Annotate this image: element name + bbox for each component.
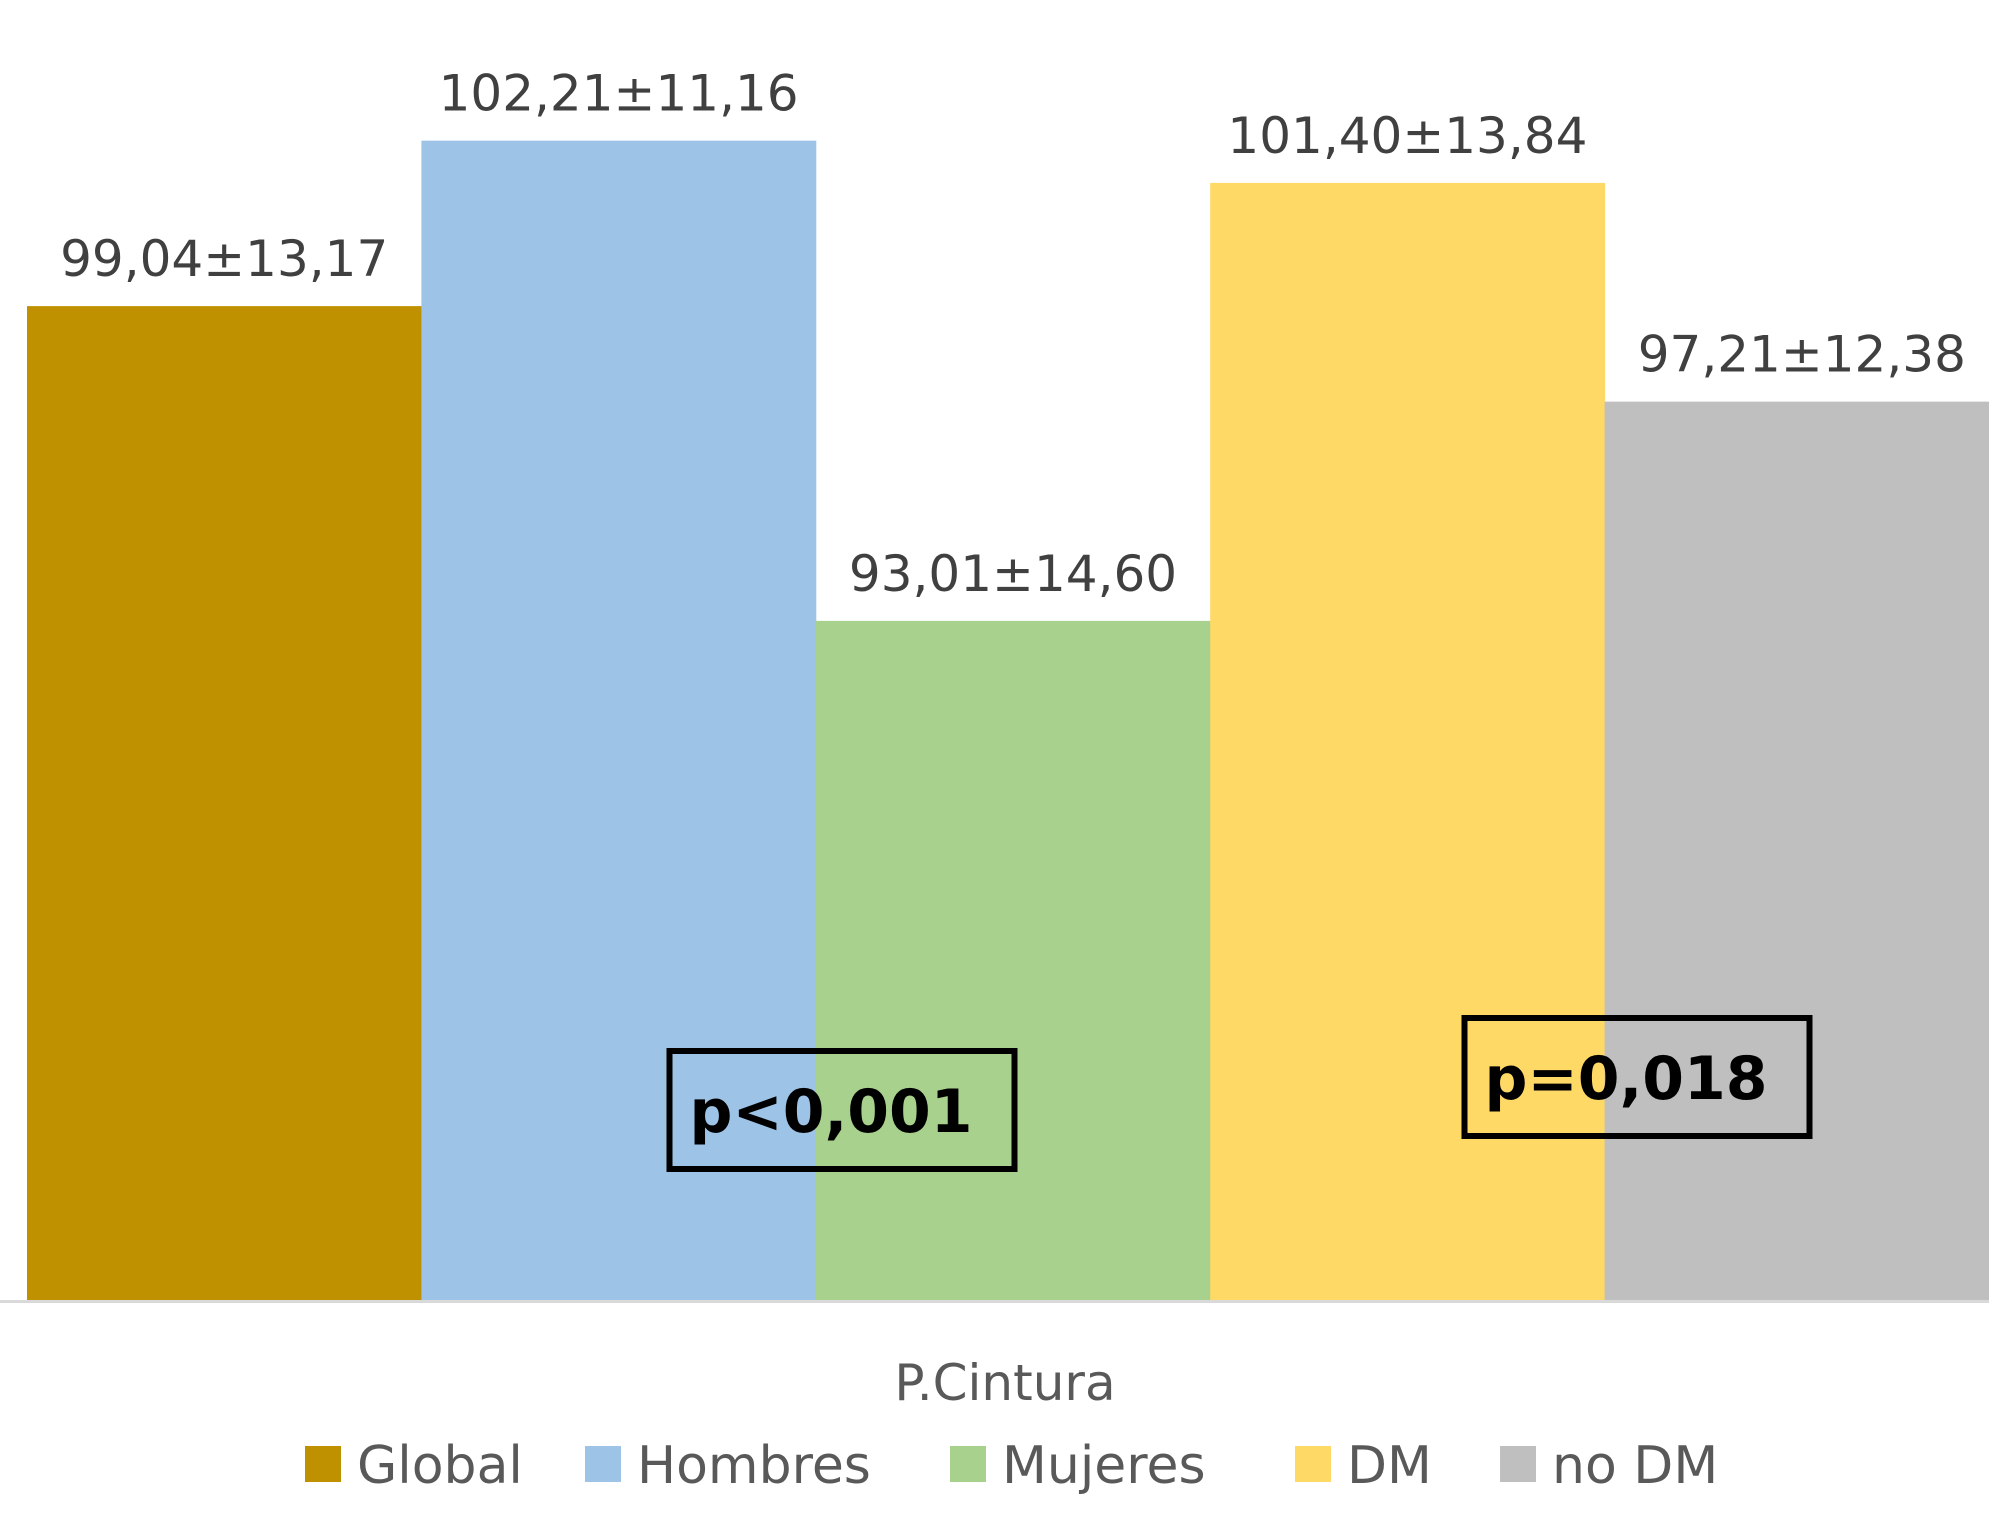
legend-label-global: Global <box>357 1436 523 1496</box>
bar-dm <box>1210 182 1606 1300</box>
data-label-dm: 101,40±13,84 <box>1227 107 1587 165</box>
data-label-global: 99,04±13,17 <box>60 230 388 288</box>
bar-global <box>27 306 422 1300</box>
legend-swatch-dm <box>1295 1446 1331 1482</box>
legend-label-dm: DM <box>1347 1436 1432 1496</box>
legend-swatch-hombres <box>585 1446 621 1482</box>
p-value-text: p=0,018 <box>1485 1044 1768 1114</box>
bar-no-dm <box>1604 401 1989 1300</box>
data-label-hombres: 102,21±11,16 <box>439 65 799 123</box>
bars-group <box>27 140 1989 1301</box>
legend-swatch-global <box>305 1446 341 1482</box>
p-value-box <box>1461 1015 1813 1139</box>
legend-label-mujeres: Mujeres <box>1002 1436 1206 1496</box>
legend-label-hombres: Hombres <box>637 1436 871 1496</box>
legend-label-no-dm: no DM <box>1552 1436 1718 1496</box>
category-label: P.Cintura <box>894 1354 1115 1412</box>
bar-hombres <box>421 140 817 1301</box>
data-label-mujeres: 93,01±14,60 <box>849 545 1177 603</box>
data-label-no-dm: 97,21±12,38 <box>1638 326 1966 384</box>
p-value-box <box>666 1048 1018 1172</box>
legend: Global Hombres Mujeres DM no DM <box>305 1436 1718 1496</box>
p-value-annotations: p<0,001 p=0,018 <box>666 1015 1813 1172</box>
p-value-text: p<0,001 <box>690 1077 973 1147</box>
bar-mujeres <box>815 620 1211 1300</box>
data-labels-group: 99,04±13,17 102,21±11,16 93,01±14,60 101,40… <box>60 65 1966 603</box>
legend-swatch-no-dm <box>1500 1446 1536 1482</box>
legend-swatch-mujeres <box>950 1446 986 1482</box>
